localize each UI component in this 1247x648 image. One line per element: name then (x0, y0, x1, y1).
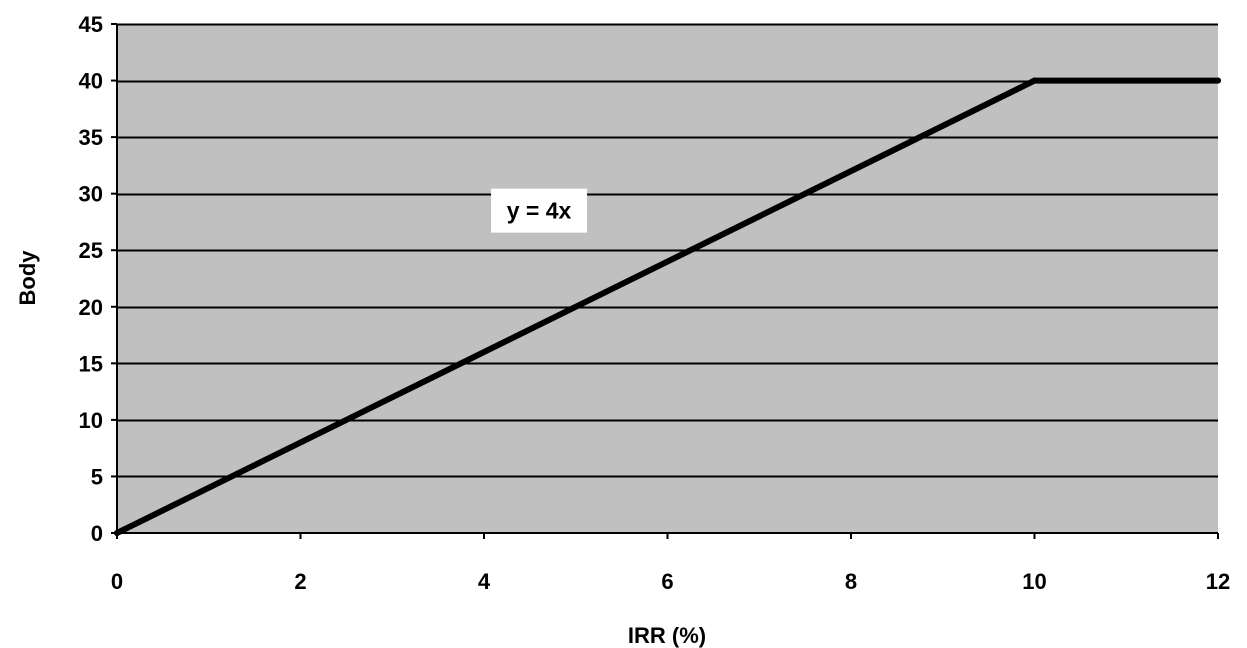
y-tick-label: 10 (79, 408, 103, 433)
y-axis-title: Body (15, 250, 40, 306)
plot-area (117, 24, 1218, 533)
y-tick-label: 45 (79, 12, 103, 37)
x-tick-label: 4 (478, 569, 491, 594)
y-tick-label: 40 (79, 69, 103, 94)
x-tick-label: 6 (661, 569, 673, 594)
x-tick-label: 2 (294, 569, 306, 594)
y-tick-label: 25 (79, 238, 103, 263)
x-tick-label: 10 (1022, 569, 1046, 594)
y-tick-label: 15 (79, 351, 103, 376)
data-point (114, 530, 120, 536)
y-tick-label: 5 (91, 464, 103, 489)
x-tick-label: 12 (1206, 569, 1230, 594)
y-tick-label: 35 (79, 125, 103, 150)
y-tick-label: 30 (79, 182, 103, 207)
y-tick-label: 0 (91, 521, 103, 546)
annotation-label: y = 4x (507, 198, 572, 224)
x-tick-label: 0 (111, 569, 123, 594)
annotation-box (491, 188, 588, 233)
y-tick-label: 20 (79, 295, 103, 320)
x-axis-title: IRR (%) (628, 623, 706, 648)
data-point (1215, 77, 1221, 84)
x-tick-label: 8 (845, 569, 857, 594)
data-point (1031, 77, 1038, 84)
